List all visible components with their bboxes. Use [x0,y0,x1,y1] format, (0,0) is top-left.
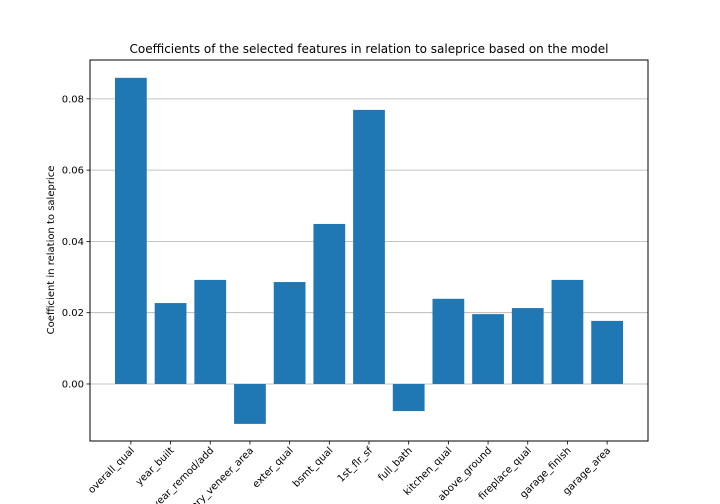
bar [154,303,187,384]
bar [273,282,306,384]
bar [115,77,147,384]
bar [392,383,425,412]
y-tick-label: 0.00 [62,379,84,390]
bar [194,279,227,384]
bar [472,314,504,384]
bar [313,223,346,384]
bars [115,77,623,424]
bar [353,109,385,384]
y-tick-label: 0.06 [62,166,84,177]
chart-title: Coefficients of the selected features in… [130,42,609,56]
y-tick-label: 0.04 [62,237,84,248]
y-tick-label: 0.02 [62,308,84,319]
bar [511,308,544,384]
y-axis-label: Coefficient in relation to saleprice [46,166,57,335]
bar [432,298,465,384]
bar [591,320,623,384]
bar [234,383,266,424]
y-tick-label: 0.08 [62,94,84,105]
bar [551,279,584,384]
